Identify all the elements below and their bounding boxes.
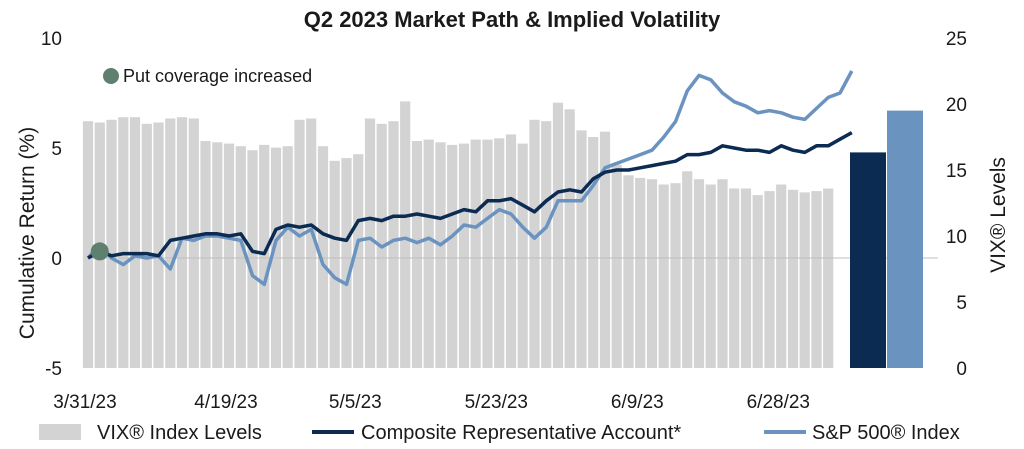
x-tick-label: 4/19/23 bbox=[194, 392, 257, 413]
vix-bar bbox=[400, 101, 411, 369]
legend: VIX® Index Levels Composite Representati… bbox=[39, 422, 960, 444]
vix-bar bbox=[811, 191, 822, 368]
x-tick-label: 5/23/23 bbox=[465, 392, 528, 413]
vix-bar bbox=[729, 188, 740, 368]
vix-bar bbox=[235, 146, 246, 368]
vix-bar bbox=[188, 118, 199, 368]
right-tick-label: 10 bbox=[946, 227, 967, 248]
vix-bar bbox=[611, 164, 622, 368]
sp500-line bbox=[86, 70, 854, 287]
vix-bar bbox=[200, 141, 211, 368]
vix-bar bbox=[623, 175, 634, 368]
vix-bar bbox=[411, 141, 423, 368]
legend-label-sp500: S&P 500® Index bbox=[812, 422, 960, 444]
vix-bar bbox=[423, 139, 434, 368]
vix-bar bbox=[764, 191, 775, 368]
left-tick-label: 10 bbox=[41, 29, 62, 50]
right-axis-label: VIX® Levels bbox=[987, 157, 1010, 273]
vix-bar bbox=[776, 184, 787, 368]
vix-bar bbox=[282, 146, 293, 368]
vix-bar bbox=[529, 119, 540, 368]
x-axis-ticks: 3/31/23 4/19/23 5/5/23 5/23/23 6/9/23 6/28/23 bbox=[53, 392, 810, 413]
vix-bar bbox=[635, 177, 646, 368]
annotation: Put coverage increased bbox=[103, 66, 312, 86]
annotation-marker bbox=[103, 68, 119, 84]
vix-bar bbox=[259, 144, 270, 368]
vix-bar bbox=[799, 192, 810, 368]
vix-bar bbox=[435, 142, 446, 368]
vix-bar bbox=[470, 139, 481, 368]
final-bar-account bbox=[850, 152, 886, 368]
vix-bar bbox=[517, 143, 528, 368]
right-tick-label: 15 bbox=[946, 161, 967, 182]
vix-bar bbox=[447, 144, 458, 368]
vix-bar bbox=[705, 184, 716, 368]
legend-label-vix: VIX® Index Levels bbox=[97, 422, 262, 444]
vix-bar bbox=[82, 121, 94, 368]
annotation-text: Put coverage increased bbox=[123, 66, 312, 86]
vix-bar bbox=[752, 195, 763, 368]
vix-bar bbox=[787, 189, 799, 368]
account-line bbox=[87, 131, 853, 260]
vix-bar bbox=[599, 131, 611, 368]
vix-bar bbox=[247, 150, 258, 368]
vix-bar bbox=[118, 117, 129, 368]
vix-bar bbox=[364, 118, 376, 368]
vix-bar bbox=[576, 130, 587, 368]
vix-bar bbox=[317, 146, 329, 368]
right-tick-label: 20 bbox=[946, 95, 967, 116]
legend-label-account: Composite Representative Account* bbox=[361, 422, 681, 444]
vix-bar bbox=[505, 134, 517, 368]
x-tick-label: 6/28/23 bbox=[747, 392, 810, 413]
vix-bar bbox=[129, 117, 141, 368]
put-coverage-point bbox=[90, 242, 109, 261]
vix-bar bbox=[329, 160, 340, 368]
vix-bar bbox=[564, 109, 575, 369]
vix-bar bbox=[294, 119, 305, 368]
left-tick-label: -5 bbox=[45, 359, 62, 380]
vix-bar bbox=[353, 154, 364, 368]
x-tick-label: 6/9/23 bbox=[611, 392, 664, 413]
vix-bar bbox=[740, 188, 752, 368]
vix-bar bbox=[388, 121, 399, 368]
vix-bar bbox=[212, 142, 223, 368]
vix-bar bbox=[306, 118, 317, 368]
vix-bar bbox=[458, 143, 470, 368]
vix-bar bbox=[658, 184, 669, 368]
vix-bar bbox=[693, 179, 705, 368]
left-tick-label: 0 bbox=[51, 249, 62, 270]
vix-bar bbox=[588, 137, 599, 368]
vix-bar bbox=[341, 158, 352, 368]
left-tick-label: 5 bbox=[51, 139, 62, 160]
vix-bar bbox=[552, 102, 564, 368]
final-bar-sp500 bbox=[887, 110, 923, 368]
right-tick-label: 25 bbox=[946, 29, 967, 50]
vix-bar bbox=[494, 138, 505, 368]
x-tick-label: 5/5/23 bbox=[329, 392, 382, 413]
vix-bar bbox=[541, 121, 552, 368]
vix-bar bbox=[717, 179, 728, 368]
chart-title: Q2 2023 Market Path & Implied Volatility bbox=[304, 7, 721, 32]
vix-bar bbox=[670, 183, 681, 368]
left-axis-label: Cumulative Return (%) bbox=[16, 127, 39, 339]
legend-swatch-vix bbox=[39, 424, 81, 440]
vix-bar bbox=[682, 171, 693, 368]
right-tick-label: 5 bbox=[956, 293, 967, 314]
left-axis-ticks: 10 5 0 -5 bbox=[41, 29, 62, 380]
vix-bar bbox=[223, 143, 235, 368]
final-bars bbox=[850, 110, 923, 368]
vix-bar bbox=[153, 122, 164, 368]
vix-bar bbox=[106, 119, 117, 368]
vix-bar bbox=[482, 139, 493, 368]
vix-bar bbox=[141, 123, 152, 368]
x-tick-label: 3/31/23 bbox=[53, 392, 116, 413]
right-tick-label: 0 bbox=[956, 359, 967, 380]
vix-bar bbox=[646, 179, 658, 368]
vix-bar bbox=[823, 188, 834, 368]
right-axis-ticks: 25 20 15 10 5 0 bbox=[946, 29, 967, 380]
